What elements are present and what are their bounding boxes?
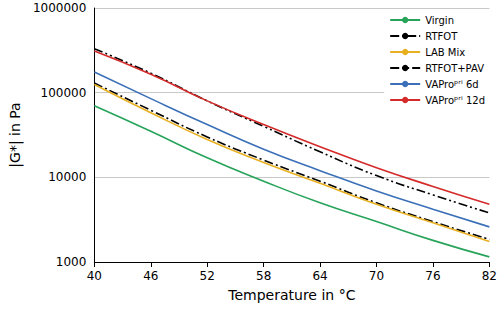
svg-text:46: 46 <box>143 269 158 283</box>
svg-text:VAProᵖʳⁱ 6d: VAProᵖʳⁱ 6d <box>425 79 478 90</box>
svg-text:1000: 1000 <box>56 255 87 269</box>
svg-text:|G*| in Pa: |G*| in Pa <box>7 102 24 167</box>
svg-text:40: 40 <box>87 269 102 283</box>
svg-text:100000: 100000 <box>41 86 87 100</box>
svg-text:RTFOT: RTFOT <box>425 31 458 42</box>
svg-text:70: 70 <box>369 269 384 283</box>
svg-text:58: 58 <box>256 269 271 283</box>
svg-text:Temperature in °C: Temperature in °C <box>227 287 355 303</box>
svg-text:VAProᵖʳⁱ 12d: VAProᵖʳⁱ 12d <box>425 95 485 106</box>
svg-text:Virgin: Virgin <box>425 15 454 26</box>
svg-text:1000000: 1000000 <box>33 1 86 15</box>
svg-text:52: 52 <box>200 269 215 283</box>
svg-text:LAB Mix: LAB Mix <box>425 47 465 58</box>
svg-text:10000: 10000 <box>48 170 86 184</box>
svg-text:RTFOT+PAV: RTFOT+PAV <box>425 63 484 74</box>
svg-text:76: 76 <box>425 269 440 283</box>
svg-text:64: 64 <box>312 269 327 283</box>
svg-text:82: 82 <box>482 269 497 283</box>
